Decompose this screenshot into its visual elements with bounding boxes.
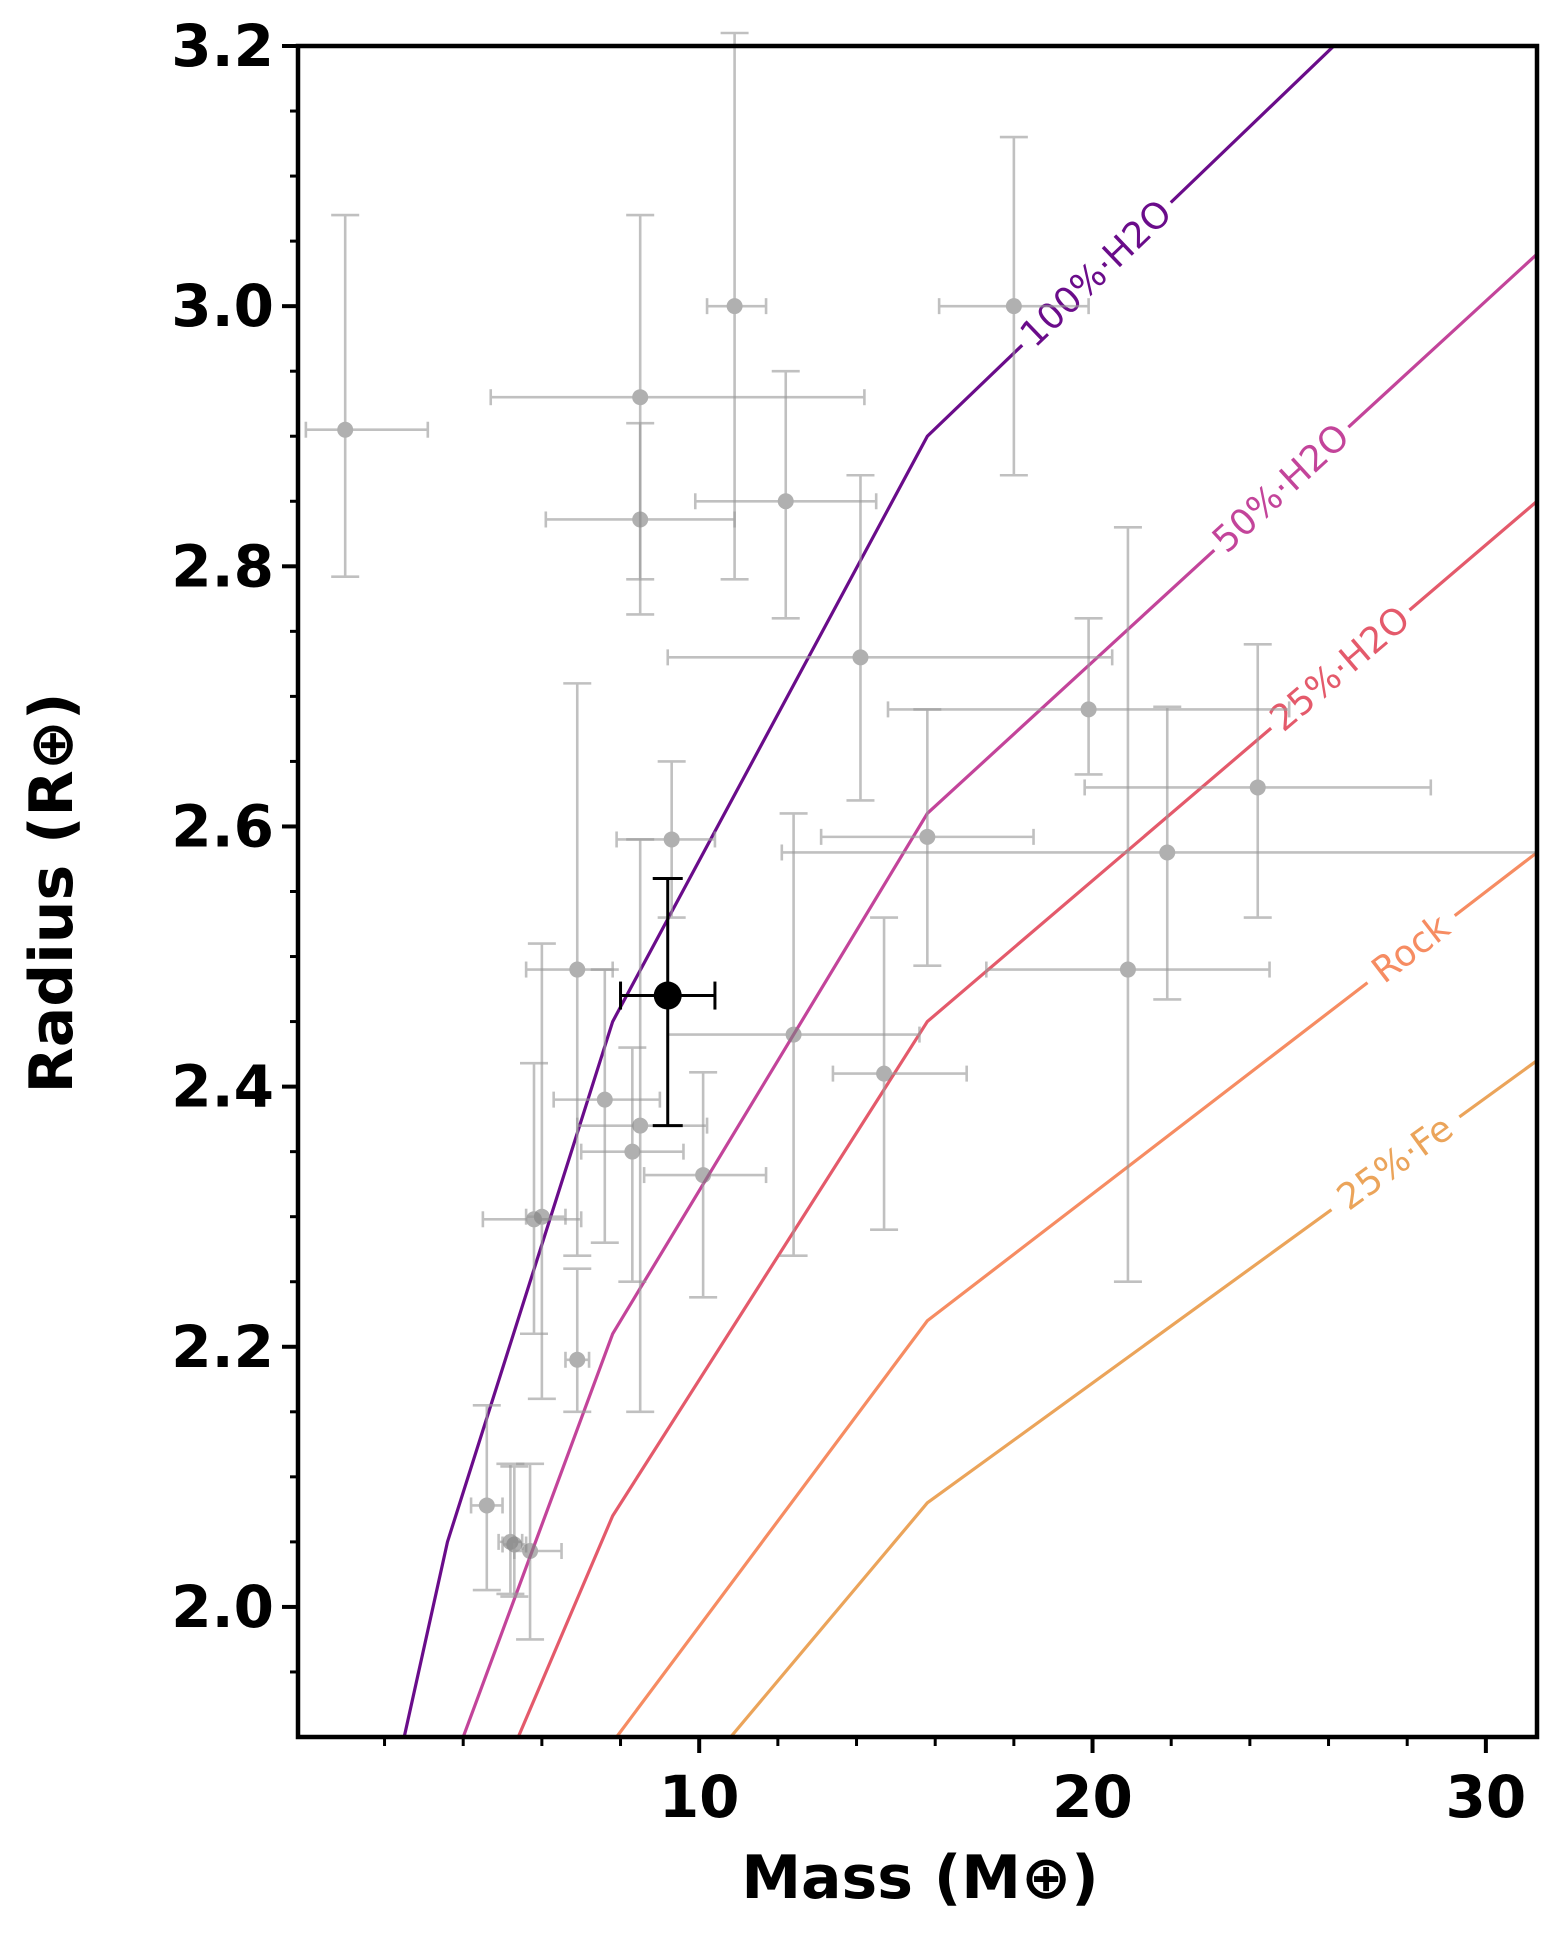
comparison-planet <box>552 968 662 1245</box>
comparison-planet <box>469 1404 504 1592</box>
curve-100-h2o <box>402 46 1337 1737</box>
comparison-point <box>663 831 680 848</box>
y-tick-label: 3.2 <box>171 12 274 80</box>
comparison-planet <box>831 916 968 1231</box>
comparison-planet <box>481 1061 583 1336</box>
axes: 2.0 2.2 2.4 2.6 2.8 3.0 3.2 10 20 30 <box>171 12 1540 1831</box>
target-planet-group <box>619 876 717 1128</box>
comparison-planet <box>513 1462 563 1641</box>
comparison-point <box>1249 779 1266 796</box>
y-tick-label: 2.6 <box>171 792 274 860</box>
curve-50-h2o <box>461 252 1537 1737</box>
curve-label-25-fe: 25%·Fe <box>1330 1108 1461 1219</box>
comparison-planet <box>544 421 736 616</box>
comparison-planet <box>496 1462 525 1596</box>
comparison-planet <box>693 369 878 620</box>
comparison-planet <box>563 1267 592 1414</box>
comparison-planet <box>819 708 1035 967</box>
y-tick-label: 2.4 <box>171 1053 274 1121</box>
comparison-point <box>533 1208 550 1225</box>
comparison-point <box>785 1026 802 1043</box>
comparison-point <box>522 1542 539 1559</box>
comparison-point <box>478 1497 495 1514</box>
comparison-point <box>632 389 649 406</box>
curve-label-100-h2o: 100%·H2O <box>1013 192 1180 355</box>
comparison-point <box>726 298 743 315</box>
comparison-planet <box>524 942 567 1401</box>
comparison-planet <box>985 525 1271 1284</box>
x-axis-title: Mass (M⊕) <box>741 1843 1098 1913</box>
comparison-planet <box>666 473 1114 802</box>
comparison-point <box>596 1091 613 1108</box>
x-tick-label: 30 <box>1446 1763 1527 1831</box>
comparison-point <box>569 961 586 978</box>
comparison-point <box>852 649 869 666</box>
comparison-planet <box>666 812 921 1258</box>
x-tick-label: 20 <box>1052 1763 1133 1831</box>
target-planet-point <box>653 981 682 1010</box>
comparison-planet <box>615 760 717 919</box>
plot-frame <box>295 43 1540 1740</box>
comparison-planet <box>705 31 768 581</box>
x-tick-label: 10 <box>659 1763 740 1831</box>
comparison-point <box>695 1167 712 1184</box>
comparison-point <box>876 1065 893 1082</box>
y-tick-label: 3.0 <box>171 272 274 340</box>
comparison-planet <box>304 213 430 579</box>
comparison-point <box>1159 844 1176 861</box>
comparison-planet <box>780 705 1539 1001</box>
curve-label-50-h2o: 50%·H2O <box>1205 416 1358 561</box>
comparison-point <box>337 421 354 438</box>
comparison-planet <box>1083 643 1433 919</box>
comparison-point <box>632 1117 649 1134</box>
curve-25-h2o <box>516 500 1537 1737</box>
y-tick-label: 2.0 <box>171 1573 274 1641</box>
y-axis-title: Radius (R⊕) <box>17 693 87 1094</box>
comparison-planet <box>937 135 1090 477</box>
curve-25-fe <box>729 1059 1537 1737</box>
comparison-planet <box>886 617 1291 776</box>
comparison-point <box>624 1143 641 1160</box>
curve-label-rock: Rock <box>1365 907 1458 992</box>
comparison-point <box>919 828 936 845</box>
comparison-point <box>632 511 649 528</box>
comparison-planet <box>575 838 709 1414</box>
y-tick-label: 2.8 <box>171 532 274 600</box>
comparison-point <box>569 1351 586 1368</box>
comparison-point <box>1119 961 1136 978</box>
comparison-point <box>1080 701 1097 718</box>
comparison-planets <box>304 31 1539 1641</box>
comparison-planet <box>642 1071 768 1299</box>
comparison-planet <box>579 1046 685 1284</box>
comparison-point <box>777 493 794 510</box>
y-tick-label: 2.2 <box>171 1313 274 1381</box>
curve-label-25-h2o: 25%·H2O <box>1262 598 1418 739</box>
comparison-point <box>1005 298 1022 315</box>
curve-rock <box>615 851 1537 1737</box>
